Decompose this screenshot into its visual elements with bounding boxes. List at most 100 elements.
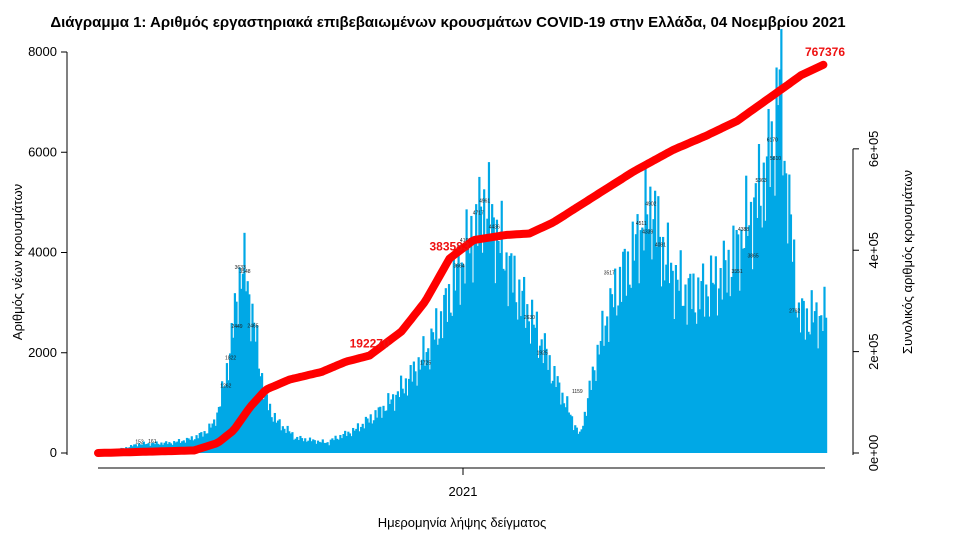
bar-160 <box>353 430 356 453</box>
bar-400 <box>737 234 740 453</box>
bar-133 <box>310 441 313 453</box>
bar-36 <box>155 441 158 453</box>
bar-297 <box>572 430 575 453</box>
bar-301 <box>578 431 582 453</box>
bar-317 <box>604 325 607 453</box>
bar-label-4081: 4081 <box>655 242 666 248</box>
bar-325 <box>617 305 620 453</box>
bar-286 <box>554 387 558 453</box>
bar-447 <box>812 322 815 453</box>
y2-tick-label-2e+05: 2e+05 <box>866 333 881 370</box>
bar-198 <box>414 371 417 453</box>
bar-211 <box>435 308 438 453</box>
bar-187 <box>396 391 399 453</box>
bar-440 <box>801 298 804 453</box>
bar-181 <box>387 393 390 453</box>
bar-110 <box>273 412 276 453</box>
x-tick-label-2021: 2021 <box>449 484 478 499</box>
bar-448 <box>813 311 817 453</box>
bar-433 <box>789 214 793 453</box>
bar-268 <box>526 304 529 453</box>
bar-322 <box>612 307 615 453</box>
bar-367 <box>684 284 687 453</box>
bar-56 <box>187 438 190 453</box>
bar-63 <box>198 433 201 453</box>
bar-50 <box>177 439 181 453</box>
bar-69 <box>208 423 211 453</box>
bar-453 <box>821 330 825 453</box>
bar-label-1925: 1925 <box>537 351 548 357</box>
bar-388 <box>717 288 721 453</box>
bar-185 <box>393 410 396 453</box>
bar-71 <box>211 423 214 453</box>
bar-356 <box>666 222 670 453</box>
bar-label-4436: 4436 <box>489 225 500 231</box>
bar-168 <box>366 418 369 453</box>
bar-104 <box>264 391 267 453</box>
bar-53 <box>182 440 185 453</box>
bar-label-2762: 2762 <box>789 309 800 315</box>
bar-347 <box>652 219 655 453</box>
bar-205 <box>425 352 428 453</box>
bar-234 <box>471 282 475 453</box>
bar-265 <box>521 290 524 453</box>
bar-345 <box>649 186 652 453</box>
bar-147 <box>332 440 336 453</box>
bar-304 <box>583 411 586 453</box>
bar-290 <box>561 392 564 453</box>
bar-218 <box>446 321 449 453</box>
bar-366 <box>682 305 685 453</box>
bar-170 <box>369 414 372 453</box>
bar-306 <box>586 398 590 453</box>
bar-421 <box>770 121 773 453</box>
bar-376 <box>698 309 701 453</box>
bar-128 <box>302 441 305 453</box>
bar-label-4511: 4511 <box>636 221 647 227</box>
right-y-axis: 0e+00 2e+05 4e+05 6e+05 <box>852 131 881 471</box>
bar-350 <box>657 196 660 453</box>
bar-194 <box>407 378 411 453</box>
bar-105 <box>265 394 268 453</box>
bar-label-161: 161 <box>148 439 157 445</box>
bar-393 <box>725 292 729 453</box>
bar-206 <box>427 348 430 453</box>
bar-398 <box>733 271 737 453</box>
bar-213 <box>438 338 441 453</box>
bar-397 <box>732 225 735 453</box>
bar-125 <box>297 440 300 453</box>
bar-153 <box>342 434 345 453</box>
bar-157 <box>348 433 352 453</box>
bar-190 <box>401 388 404 453</box>
bar-83 <box>230 322 233 453</box>
bar-344 <box>647 229 650 453</box>
bar-label-4388: 4388 <box>738 227 749 233</box>
bar-300 <box>577 433 580 453</box>
bar-131 <box>307 440 310 453</box>
bar-134 <box>312 439 315 453</box>
bar-label-4717: 4717 <box>473 211 484 217</box>
bar-328 <box>622 251 625 453</box>
bar-label-3865: 3865 <box>748 253 759 259</box>
bar-129 <box>304 438 307 453</box>
bar-222 <box>452 258 455 453</box>
bar-449 <box>815 302 818 453</box>
bar-116 <box>283 428 286 453</box>
bar-92 <box>244 291 248 453</box>
bar-427 <box>780 28 783 454</box>
bar-115 <box>281 426 284 453</box>
bar-248 <box>494 283 497 453</box>
bar-244 <box>487 162 491 453</box>
bar-292 <box>564 407 567 453</box>
bar-210 <box>433 339 436 453</box>
bar-246 <box>491 204 494 453</box>
bar-403 <box>741 248 745 453</box>
bar-280 <box>545 348 548 453</box>
bar-335 <box>633 260 636 453</box>
bar-label-4902: 4902 <box>645 201 656 207</box>
bar-199 <box>415 385 419 453</box>
y2-axis-label: Συνολικός αριθμός κρουσμάτων <box>900 170 915 354</box>
bar-109 <box>272 421 275 453</box>
bar-252 <box>500 200 503 453</box>
bar-103 <box>262 399 265 453</box>
bar-425 <box>777 105 780 453</box>
